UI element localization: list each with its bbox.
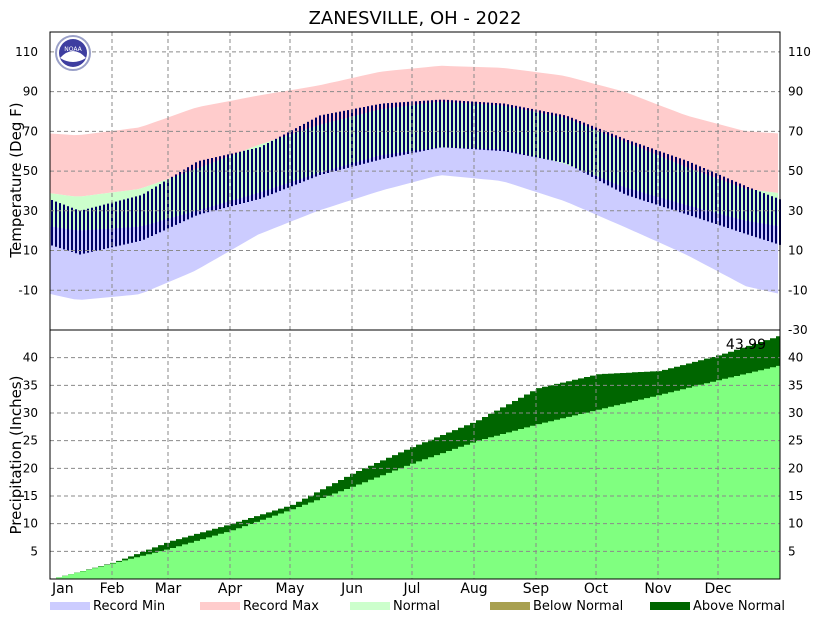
- month-label: Feb: [100, 581, 125, 597]
- precip-tick-label-right: 20: [788, 461, 803, 475]
- temp-tick-label-right: 50: [788, 164, 803, 178]
- noaa-logo: NOAA: [55, 35, 91, 71]
- precip-tick-label-right: 25: [788, 434, 803, 448]
- month-label: May: [276, 581, 305, 597]
- legend-swatch: [650, 602, 690, 610]
- temp-tick-label-left: 110: [15, 45, 38, 59]
- legend-label: Record Min: [93, 599, 165, 614]
- chart-axes: -10 10 30 50 70 90 110 -30 -10 10 30 50 70 90 110 5 5 10 1…: [15, 31, 811, 597]
- legend-swatch: [490, 602, 530, 610]
- month-label: Mar: [155, 581, 182, 597]
- month-label: Apr: [218, 581, 242, 597]
- precip-tick-label-right: 10: [788, 517, 803, 531]
- precip-tick-label-left: 30: [23, 406, 38, 420]
- temp-tick-label-right: -10: [788, 283, 808, 297]
- record-min-band: [50, 147, 778, 300]
- precip-tick-label-left: 10: [23, 517, 38, 531]
- precipitation-axis-label: Precipitation (Inches): [7, 376, 25, 535]
- temp-tick-label-right: 30: [788, 204, 803, 218]
- precip-tick-label-left: 15: [23, 489, 38, 503]
- month-label: Oct: [584, 581, 609, 597]
- precipitation-panel: [50, 336, 780, 579]
- precip-tick-label-left: 35: [23, 378, 38, 392]
- legend-swatch: [50, 602, 90, 610]
- precip-tick-label-right: 30: [788, 406, 803, 420]
- legend-swatch: [200, 602, 240, 610]
- temp-tick-label-left: 90: [23, 85, 38, 99]
- precip-tick-label-right: 15: [788, 489, 803, 503]
- precip-tick-label-right: 35: [788, 378, 803, 392]
- temp-tick-label-left: 70: [23, 124, 38, 138]
- legend-label: Below Normal: [533, 599, 623, 614]
- month-label: Aug: [460, 581, 487, 597]
- precip-tick-label-left: 20: [23, 461, 38, 475]
- temp-tick-label-right: 70: [788, 124, 803, 138]
- month-label: Dec: [704, 581, 731, 597]
- noaa-logo-text: NOAA: [64, 46, 82, 53]
- temp-tick-label-left: 10: [23, 244, 38, 258]
- temp-tick-label-left: -10: [18, 283, 38, 297]
- legend: Record Min Record Max Normal Below Normal Ab…: [50, 599, 785, 614]
- temp-tick-label-right: 10: [788, 244, 803, 258]
- precip-tick-label-left: 5: [30, 544, 38, 558]
- temp-tick-label-right: 90: [788, 85, 803, 99]
- precip-tick-label-right: 40: [788, 351, 803, 365]
- legend-label: Normal: [393, 599, 440, 614]
- legend-swatch: [350, 602, 390, 610]
- precipitation-frame: [49, 329, 781, 580]
- precip-tick-label-left: 25: [23, 434, 38, 448]
- temp-tick-label-right: -30: [788, 323, 808, 337]
- legend-label: Above Normal: [693, 599, 785, 614]
- temp-tick-label-left: 30: [23, 204, 38, 218]
- precipitation-total-label: 43.99: [726, 337, 766, 353]
- legend-label: Record Max: [243, 599, 319, 614]
- temp-tick-label-left: 50: [23, 164, 38, 178]
- precip-tick-label-left: 40: [23, 351, 38, 365]
- chart-title: ZANESVILLE, OH - 2022: [309, 8, 522, 29]
- temperature-panel: [50, 65, 781, 300]
- month-label: Jul: [403, 581, 421, 597]
- precip-tick-label-right: 5: [788, 544, 796, 558]
- month-label: Sep: [523, 581, 550, 597]
- month-label: Jan: [51, 581, 74, 597]
- temperature-axis-label: Temperature (Deg F): [7, 102, 25, 258]
- normal-precip-area: [50, 365, 780, 579]
- temp-tick-label-right: 110: [788, 45, 811, 59]
- month-label: Nov: [644, 581, 671, 597]
- month-label: Jun: [340, 581, 363, 597]
